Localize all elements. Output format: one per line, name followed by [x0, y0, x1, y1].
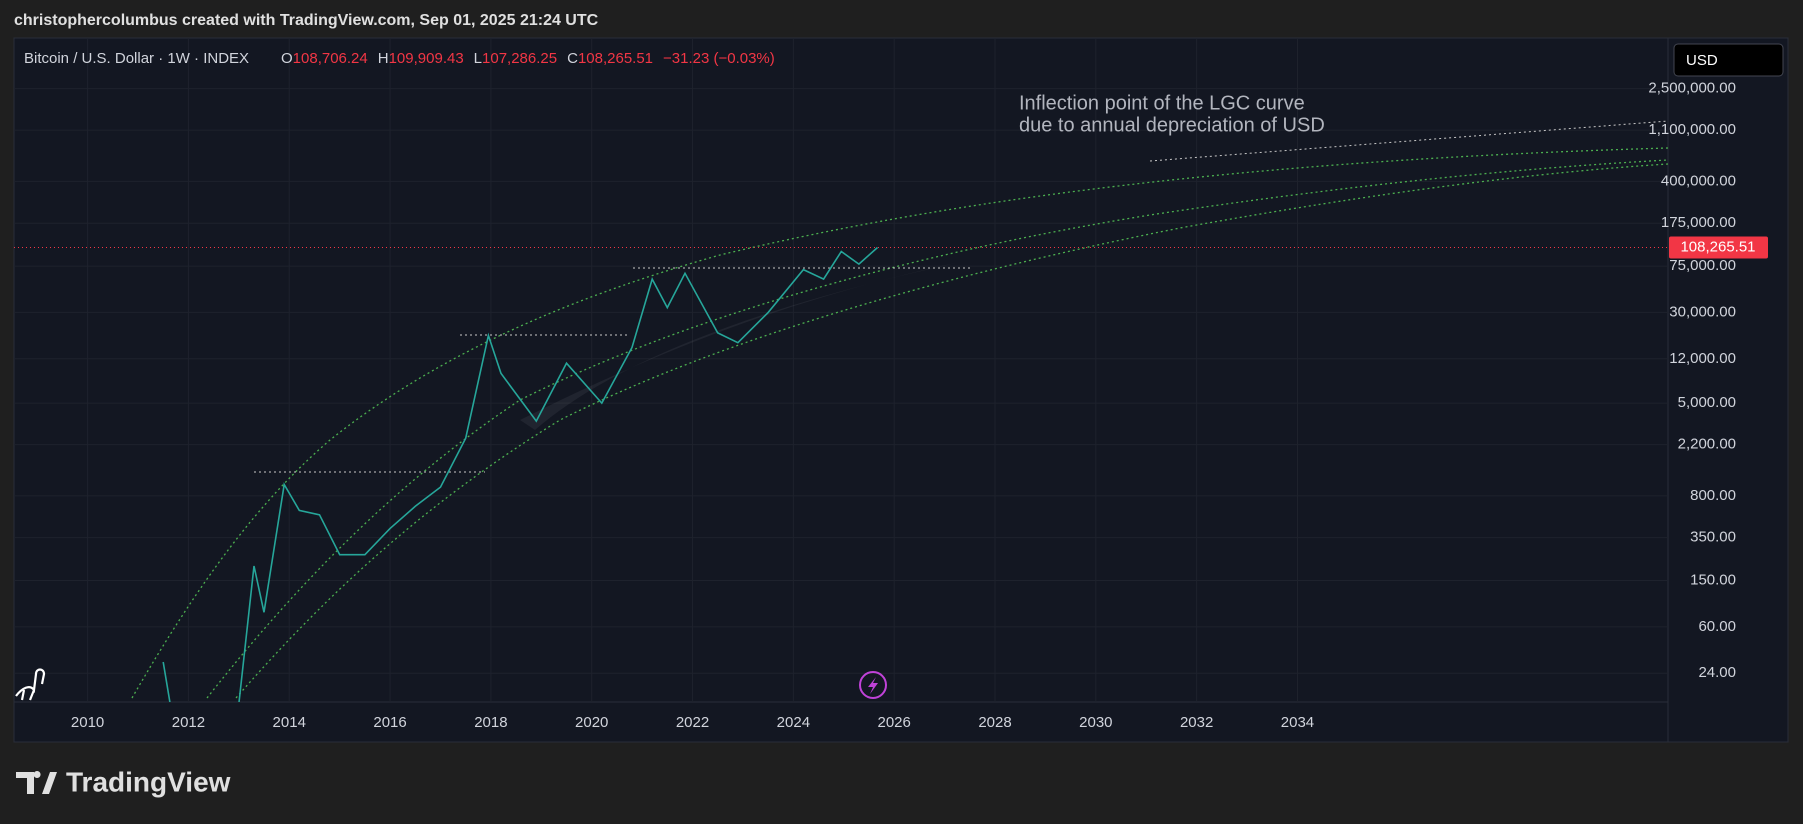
ohlc-value: 108,265.51: [578, 50, 653, 67]
dino-shape: [15, 668, 46, 701]
ohlc-key: H: [378, 50, 389, 67]
ohlc-value: 108,706.24: [293, 50, 368, 67]
x-tick-label: 2020: [575, 714, 608, 731]
lightning-icon: [868, 677, 878, 694]
ohlc-key: O: [281, 50, 293, 67]
y-tick-label: 2,200.00: [1678, 436, 1736, 453]
x-tick-label: 2014: [273, 714, 306, 731]
lgc-curves: [131, 120, 1668, 699]
y-tick-label: 150.00: [1690, 571, 1736, 588]
last-price-label: 108,265.51: [1680, 238, 1755, 255]
annotation-line: Inflection point of the LGC curve: [1019, 92, 1305, 114]
x-tick-label: 2016: [373, 714, 406, 731]
dino-icon: [15, 668, 46, 701]
y-tick-label: 30,000.00: [1669, 303, 1736, 320]
ohlc-key: L: [474, 50, 482, 67]
ohlc-value: 109,909.43: [389, 50, 464, 67]
x-tick-label: 2018: [474, 714, 507, 731]
x-tick-label: 2034: [1281, 714, 1314, 731]
header-title: christophercolumbus created with Trading…: [14, 12, 599, 29]
level-lines: [254, 267, 970, 473]
y-tick-label: 24.00: [1698, 664, 1736, 681]
lgc-middle: [206, 159, 1668, 699]
y-tick-label: 800.00: [1690, 487, 1736, 504]
trend-dotted: [1149, 120, 1668, 162]
y-tick-label: 60.00: [1698, 618, 1736, 635]
y-tick-label: 350.00: [1690, 529, 1736, 546]
chart-panel: [13, 37, 1789, 743]
currency-label: USD: [1686, 52, 1718, 69]
x-tick-label: 2010: [71, 714, 104, 731]
last-price-box: [1669, 236, 1768, 259]
y-tick-label: 12,000.00: [1669, 350, 1736, 367]
ohlc-legend: O108,706.24 H109,909.43 L107,286.25 C108,26…: [281, 50, 775, 67]
x-tick-label: 2024: [777, 714, 810, 731]
x-tick-label: 2030: [1079, 714, 1112, 731]
annotation-line: due to annual depreciation of USD: [1019, 114, 1325, 136]
y-tick-label: 5,000.00: [1678, 394, 1736, 411]
lgc-upper: [131, 147, 1668, 699]
price-line: [162, 246, 879, 702]
x-tick-label: 2032: [1180, 714, 1213, 731]
lgc-lower: [235, 163, 1668, 699]
grid: [14, 38, 1668, 702]
change: −31.23 (−0.03%): [663, 50, 775, 67]
logo-mark: [16, 771, 57, 794]
x-tick-label: 2026: [877, 714, 910, 731]
y-tick-label: 75,000.00: [1669, 257, 1736, 274]
x-tick-label: 2022: [676, 714, 709, 731]
x-tick-label: 2028: [978, 714, 1011, 731]
y-tick-label: 175,000.00: [1661, 214, 1736, 231]
currency-button[interactable]: [1673, 43, 1784, 77]
symbol: Bitcoin / U.S. Dollar · 1W · INDEX: [24, 50, 249, 67]
y-tick-label: 2,500,000.00: [1648, 80, 1736, 97]
plot: [14, 246, 1668, 702]
y-tick-label: 1,100,000.00: [1648, 121, 1736, 138]
y-tick-label: 400,000.00: [1661, 172, 1736, 189]
logo: TradingView: [16, 766, 231, 797]
lightning-button[interactable]: [859, 671, 887, 699]
ohlc-key: C: [567, 50, 578, 67]
x-tick-label: 2012: [172, 714, 205, 731]
ohlc-value: 107,286.25: [482, 50, 557, 67]
logo-text: TradingView: [66, 766, 231, 797]
